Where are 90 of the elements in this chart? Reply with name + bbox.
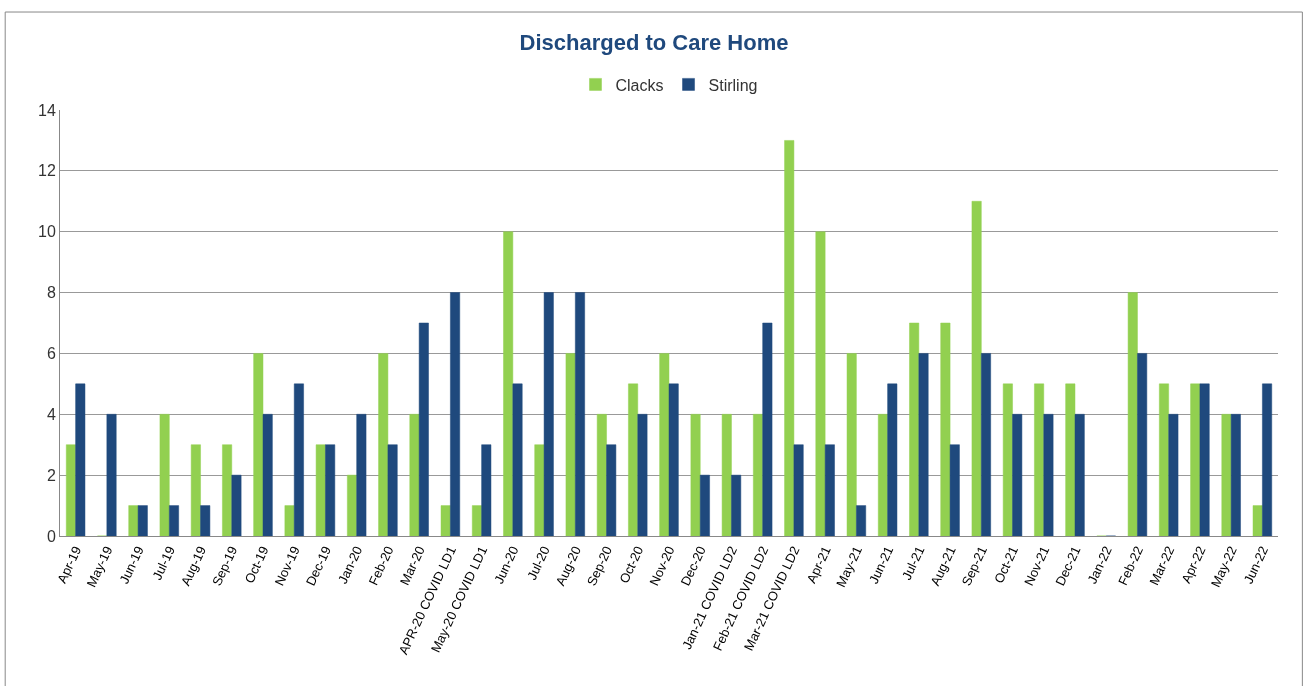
bar (1074, 414, 1085, 536)
y-tick-label: 12 (38, 162, 56, 180)
bar (169, 505, 179, 536)
bar (753, 414, 763, 536)
y-tick-label: 8 (46, 284, 56, 302)
bar (846, 353, 857, 536)
bar (878, 414, 888, 536)
bar (66, 444, 76, 536)
bar (1065, 383, 1076, 536)
bar (981, 353, 991, 536)
bar (731, 474, 742, 536)
bar (409, 414, 420, 536)
y-tick-label: 6 (46, 345, 56, 363)
bar (387, 444, 398, 536)
bar (347, 474, 357, 536)
bar (1230, 414, 1241, 536)
bar (325, 444, 336, 536)
bar (418, 322, 429, 536)
bar (887, 383, 898, 536)
bar (1190, 383, 1201, 536)
bar (315, 444, 326, 536)
bar (293, 383, 304, 536)
bar (1252, 505, 1263, 536)
legend-label: Clacks (615, 76, 664, 94)
bar (440, 505, 451, 536)
bar (1034, 383, 1045, 536)
x-tick-label: Jul-19 (149, 543, 178, 583)
bar (575, 292, 585, 536)
bar (1043, 414, 1054, 536)
bar (1002, 383, 1013, 536)
bar (137, 505, 148, 536)
y-tick-label: 2 (46, 466, 56, 484)
bar (856, 505, 866, 536)
y-tick-label: 4 (46, 405, 56, 423)
bar (949, 444, 960, 536)
bar (1221, 414, 1232, 536)
bar (262, 414, 273, 536)
bar (762, 322, 773, 536)
legend-label: Stirling (708, 76, 758, 94)
bar (628, 383, 639, 536)
bar (918, 353, 929, 536)
bar (106, 414, 117, 536)
y-tick-label: 10 (38, 223, 56, 241)
bar (668, 383, 679, 536)
bar (909, 322, 920, 536)
bar (815, 231, 826, 536)
bar (971, 201, 982, 536)
bar (721, 414, 732, 536)
chart-title: Discharged to Care Home (519, 29, 789, 55)
bar (596, 414, 607, 536)
bar (565, 353, 576, 536)
bar (940, 322, 951, 536)
bar (659, 353, 670, 536)
bar (190, 444, 201, 536)
x-tick-label: Jul-20 (524, 543, 553, 583)
bar (606, 444, 617, 536)
x-tick-label: Jul-21 (898, 543, 928, 583)
bar (824, 444, 835, 536)
bar (472, 505, 482, 536)
bar (159, 414, 170, 536)
y-tick-label: 14 (38, 101, 56, 119)
bar (1199, 383, 1210, 536)
y-tick-label: 0 (46, 527, 56, 545)
bar (1262, 383, 1272, 536)
bar (637, 414, 648, 536)
bar (1137, 353, 1148, 536)
bar (222, 444, 233, 536)
bar (128, 505, 139, 536)
bar (503, 231, 514, 536)
bar (543, 292, 554, 536)
bar (1159, 383, 1169, 536)
bar (793, 444, 804, 536)
bar (450, 292, 460, 536)
x-tick-label: Oct-19 (241, 543, 272, 586)
bar (75, 383, 86, 536)
bar (699, 474, 710, 536)
bar (512, 383, 523, 536)
bar (253, 353, 264, 536)
bar (231, 474, 242, 536)
bar (1168, 414, 1179, 536)
bar (378, 353, 389, 536)
bar (481, 444, 492, 536)
bar (356, 414, 367, 536)
bar (784, 140, 795, 536)
bar (200, 505, 211, 536)
bar (534, 444, 545, 536)
bar (1127, 292, 1138, 536)
bar (1012, 414, 1023, 536)
bar (284, 505, 295, 536)
bar (690, 414, 701, 536)
